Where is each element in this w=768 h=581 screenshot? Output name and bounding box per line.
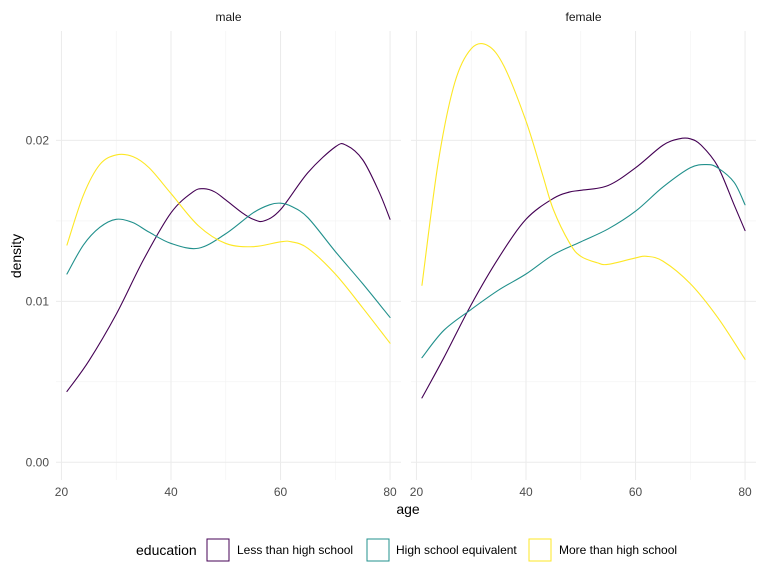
x-tick-label: 60 — [274, 485, 288, 499]
y-tick-label: 0.00 — [26, 455, 50, 469]
series-line-hs-female — [421, 163, 746, 359]
series-line-less-female — [421, 137, 746, 399]
x-tick-label: 40 — [164, 485, 178, 499]
legend-key-less-than-high-school — [206, 538, 230, 562]
legend-label-more-than-high-school: More than high school — [559, 543, 677, 557]
x-tick-label: 40 — [519, 485, 533, 499]
facet-label-female: female — [565, 10, 601, 24]
panels-layer: male 20 40 60 80 0.00 0.01 0.02 female 20 40 60 80 — [26, 10, 756, 499]
legend-label-less-than-high-school: Less than high school — [237, 543, 353, 557]
y-tick-label: 0.01 — [26, 294, 50, 308]
legend: education Less than high school High sch… — [136, 538, 677, 562]
series-line-hs-male — [66, 202, 391, 319]
legend-label-high-school-equivalent: High school equivalent — [396, 543, 517, 557]
x-tick-label: 20 — [410, 485, 424, 499]
x-tick-label: 80 — [383, 485, 397, 499]
series-line-more-male — [66, 153, 391, 344]
legend-key-more-than-high-school — [528, 538, 552, 562]
x-tick-label: 80 — [738, 485, 752, 499]
series-line-more-female — [421, 43, 746, 360]
y-tick-label: 0.02 — [26, 133, 50, 147]
x-tick-label: 20 — [55, 485, 69, 499]
x-axis-title: age — [396, 501, 420, 517]
y-axis-title: density — [8, 234, 24, 278]
series-line-less-male — [66, 143, 391, 393]
panel-female: female 20 40 60 80 — [410, 10, 756, 499]
x-tick-label: 60 — [629, 485, 643, 499]
legend-title: education — [136, 542, 197, 558]
legend-key-high-school-equivalent — [366, 538, 390, 562]
facet-label-male: male — [215, 10, 241, 24]
panel-male: male 20 40 60 80 0.00 0.01 0.02 — [26, 10, 401, 499]
